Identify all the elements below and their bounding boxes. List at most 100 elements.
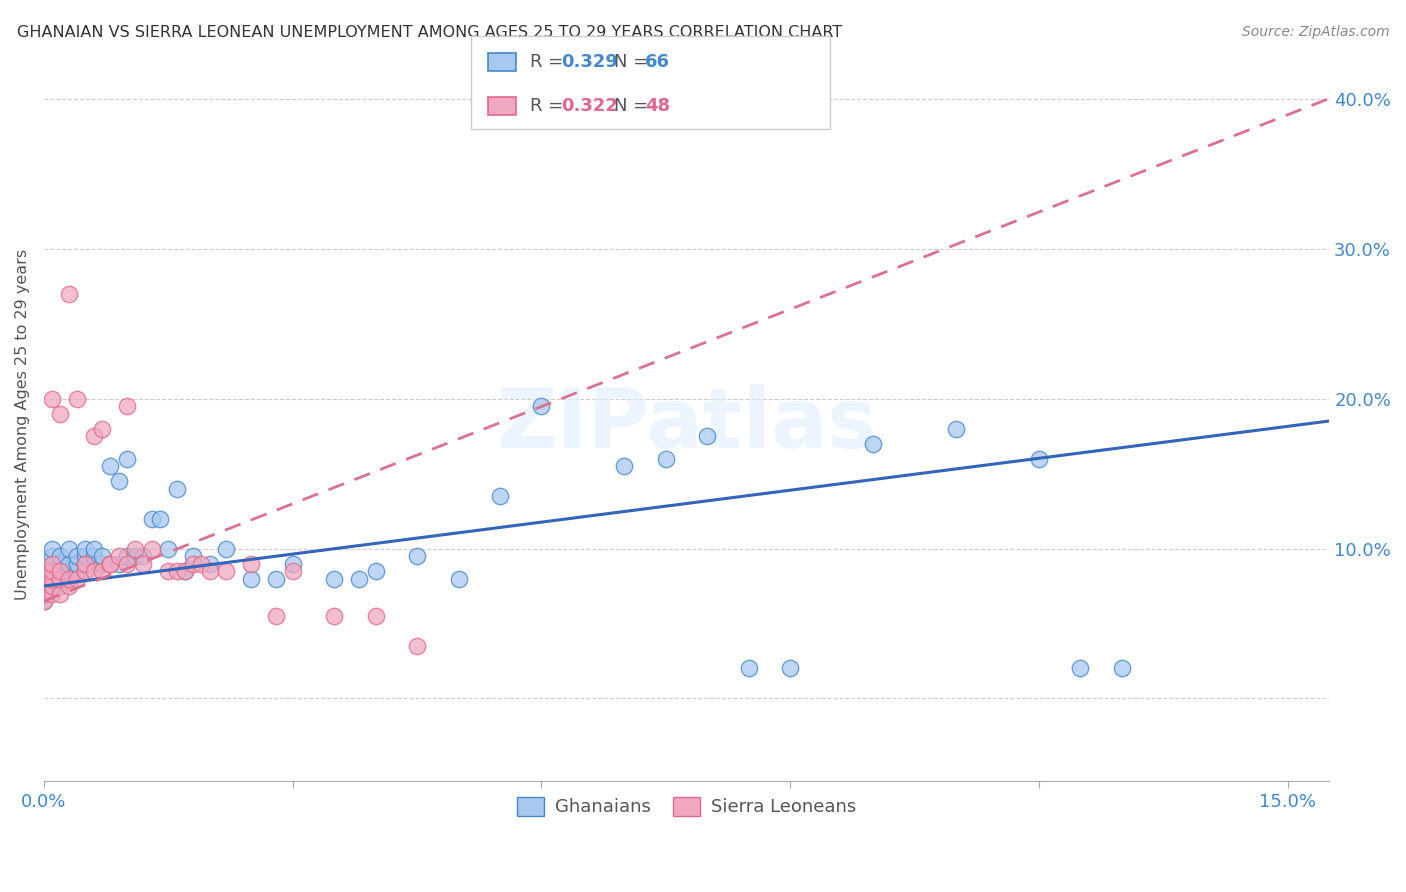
Point — [75, 557, 97, 571]
Point — [655, 451, 678, 466]
Point — [166, 564, 188, 578]
Point — [215, 541, 238, 556]
Point — [91, 564, 114, 578]
Point — [83, 557, 105, 571]
Point — [115, 451, 138, 466]
Point — [98, 557, 121, 571]
Point — [779, 661, 801, 675]
Point — [41, 572, 63, 586]
Point — [115, 549, 138, 563]
Y-axis label: Unemployment Among Ages 25 to 29 years: Unemployment Among Ages 25 to 29 years — [15, 249, 30, 600]
Point — [364, 564, 387, 578]
Point — [49, 579, 72, 593]
Point — [91, 557, 114, 571]
Point — [364, 609, 387, 624]
Text: GHANAIAN VS SIERRA LEONEAN UNEMPLOYMENT AMONG AGES 25 TO 29 YEARS CORRELATION CH: GHANAIAN VS SIERRA LEONEAN UNEMPLOYMENT … — [17, 25, 842, 40]
Point — [107, 474, 129, 488]
Point — [49, 564, 72, 578]
Point — [32, 586, 55, 600]
Text: Source: ZipAtlas.com: Source: ZipAtlas.com — [1241, 25, 1389, 39]
Point — [32, 586, 55, 600]
Point — [58, 579, 80, 593]
Point — [41, 572, 63, 586]
Point — [1111, 661, 1133, 675]
Point — [66, 564, 89, 578]
Point — [264, 609, 287, 624]
Point — [32, 594, 55, 608]
Point — [198, 564, 221, 578]
Point — [945, 421, 967, 435]
Point — [181, 557, 204, 571]
Point — [66, 392, 89, 406]
Point — [198, 557, 221, 571]
Text: 0.329: 0.329 — [561, 53, 617, 70]
Text: N =: N = — [614, 97, 654, 115]
Text: ZIPatlas: ZIPatlas — [496, 384, 877, 466]
Point — [49, 572, 72, 586]
Point — [141, 541, 163, 556]
Point — [190, 557, 212, 571]
Point — [107, 549, 129, 563]
Point — [406, 639, 429, 653]
Point — [49, 407, 72, 421]
Point — [49, 549, 72, 563]
Point — [66, 572, 89, 586]
Point — [173, 564, 195, 578]
Text: 66: 66 — [645, 53, 671, 70]
Point — [107, 557, 129, 571]
Point — [91, 421, 114, 435]
Point — [49, 572, 72, 586]
Point — [124, 549, 146, 563]
Point — [58, 286, 80, 301]
Point — [173, 564, 195, 578]
Point — [132, 557, 155, 571]
Point — [323, 609, 346, 624]
Point — [1069, 661, 1091, 675]
Point — [98, 557, 121, 571]
Point — [83, 564, 105, 578]
Point — [83, 549, 105, 563]
Point — [862, 436, 884, 450]
Text: 0.322: 0.322 — [561, 97, 617, 115]
Point — [98, 557, 121, 571]
Point — [83, 429, 105, 443]
Point — [240, 572, 263, 586]
Point — [281, 564, 304, 578]
Point — [157, 564, 180, 578]
Point — [124, 541, 146, 556]
Point — [489, 489, 512, 503]
Point — [166, 482, 188, 496]
Point — [58, 541, 80, 556]
Point — [323, 572, 346, 586]
Point — [75, 549, 97, 563]
Point — [66, 557, 89, 571]
Point — [447, 572, 470, 586]
Point — [115, 399, 138, 413]
Point — [41, 541, 63, 556]
Point — [58, 557, 80, 571]
Point — [347, 572, 370, 586]
Point — [215, 564, 238, 578]
Point — [1028, 451, 1050, 466]
Text: N =: N = — [614, 53, 654, 70]
Point — [75, 564, 97, 578]
Point — [58, 564, 80, 578]
Point — [115, 557, 138, 571]
Point — [696, 429, 718, 443]
Point — [66, 549, 89, 563]
Point — [41, 557, 63, 571]
Point — [41, 549, 63, 563]
Point — [75, 541, 97, 556]
Point — [49, 557, 72, 571]
Legend: Ghanaians, Sierra Leoneans: Ghanaians, Sierra Leoneans — [508, 788, 865, 825]
Text: R =: R = — [530, 97, 569, 115]
Point — [49, 586, 72, 600]
Point — [157, 541, 180, 556]
Point — [32, 579, 55, 593]
Point — [75, 557, 97, 571]
Point — [132, 549, 155, 563]
Point — [83, 541, 105, 556]
Point — [41, 586, 63, 600]
Point — [149, 511, 172, 525]
Point — [32, 564, 55, 578]
